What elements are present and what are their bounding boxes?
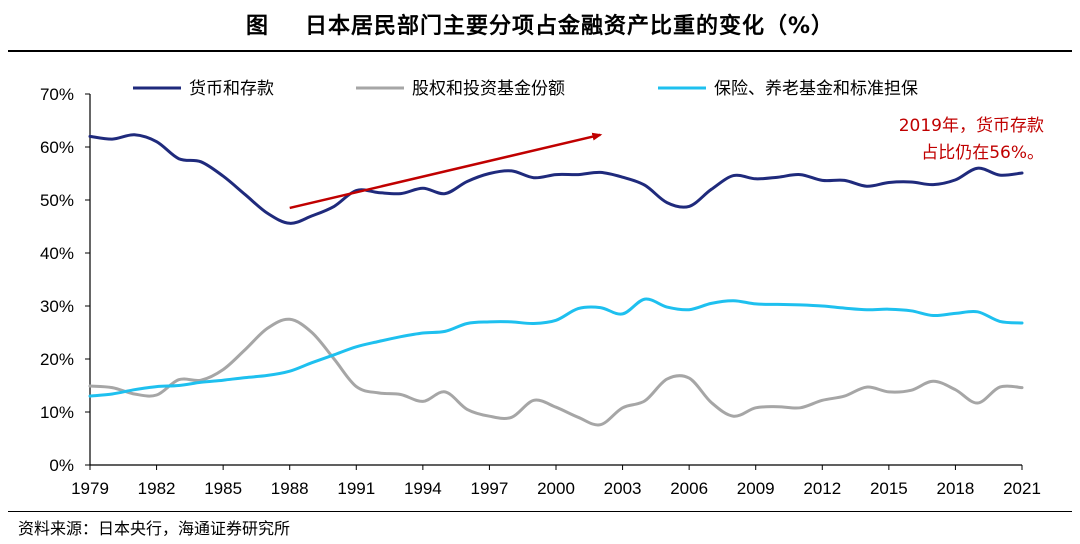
deposits-series-line	[88, 133, 1024, 225]
legend-label: 保险、养老基金和标准担保	[714, 79, 918, 99]
x-tick-label: 1982	[138, 479, 176, 498]
y-tick-label: 0%	[49, 456, 74, 475]
x-tick-label: 1997	[471, 479, 509, 498]
annotation-text: 占比仍在56%。	[921, 143, 1044, 163]
x-tick-label: 2009	[737, 479, 775, 498]
x-tick-label: 2000	[537, 479, 575, 498]
y-tick-label: 70%	[40, 85, 74, 104]
equity-series-line	[88, 317, 1024, 427]
x-tick-label: 1979	[71, 479, 109, 498]
chart-title: 图 日本居民部门主要分项占金融资产比重的变化（%）	[0, 8, 1080, 40]
annotation-text: 2019年，货币存款	[899, 116, 1044, 136]
insurance-series-line	[88, 297, 1024, 398]
y-tick-label: 10%	[40, 403, 74, 422]
legend: 货币和存款 股权和投资基金份额 保险、养老基金和标准担保	[133, 79, 918, 99]
x-tick-label: 1985	[204, 479, 242, 498]
x-tick-label: 1988	[271, 479, 309, 498]
title-divider	[8, 50, 1072, 52]
y-tick-label: 60%	[40, 138, 74, 157]
x-tick-label: 2003	[604, 479, 642, 498]
chart-title-lead: 图	[245, 14, 269, 39]
series-lines	[88, 133, 1024, 427]
y-tick-label: 40%	[40, 244, 74, 263]
x-tick-label: 1991	[337, 479, 375, 498]
x-tick-label: 2012	[803, 479, 841, 498]
trend-arrow	[289, 132, 603, 210]
x-tick-label: 2021	[1003, 479, 1041, 498]
x-tick-label: 2018	[937, 479, 975, 498]
legend-label: 货币和存款	[189, 79, 274, 99]
y-tick-label: 20%	[40, 350, 74, 369]
axes: 0% 10% 20% 30% 40% 50% 60% 70% 1979 1982 1985 1988 1…	[40, 85, 1041, 498]
x-tick-label: 2006	[670, 479, 708, 498]
y-tick-label: 30%	[40, 297, 74, 316]
x-tick-label: 2015	[870, 479, 908, 498]
x-tick-label: 1994	[404, 479, 442, 498]
source-divider	[8, 511, 1072, 512]
chart-title-main: 日本居民部门主要分项占金融资产比重的变化（%）	[304, 14, 835, 39]
legend-label: 股权和投资基金份额	[412, 79, 565, 99]
y-tick-label: 50%	[40, 191, 74, 210]
source-note: 资料来源：日本央行，海通证券研究所	[18, 519, 291, 538]
